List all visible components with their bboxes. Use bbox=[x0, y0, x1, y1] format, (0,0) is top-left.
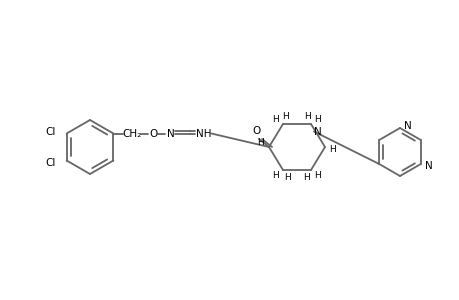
Text: O: O bbox=[149, 128, 157, 139]
Text: H: H bbox=[257, 137, 264, 146]
Text: H: H bbox=[272, 115, 279, 124]
Text: Cl: Cl bbox=[45, 158, 56, 167]
Text: CH₂: CH₂ bbox=[123, 128, 142, 139]
Text: H: H bbox=[304, 112, 311, 121]
Text: H: H bbox=[303, 172, 310, 182]
Text: H: H bbox=[282, 112, 289, 121]
Text: N: N bbox=[166, 128, 174, 139]
Text: N: N bbox=[424, 161, 431, 171]
Text: H: H bbox=[329, 145, 336, 154]
Text: N: N bbox=[403, 121, 411, 131]
Text: NH: NH bbox=[195, 128, 211, 139]
Text: H: H bbox=[284, 172, 291, 182]
Text: H: H bbox=[314, 115, 321, 124]
Text: H: H bbox=[272, 170, 279, 179]
Text: O: O bbox=[252, 126, 261, 136]
Text: N: N bbox=[313, 127, 321, 136]
Text: H: H bbox=[314, 170, 321, 179]
Text: Cl: Cl bbox=[45, 127, 56, 136]
